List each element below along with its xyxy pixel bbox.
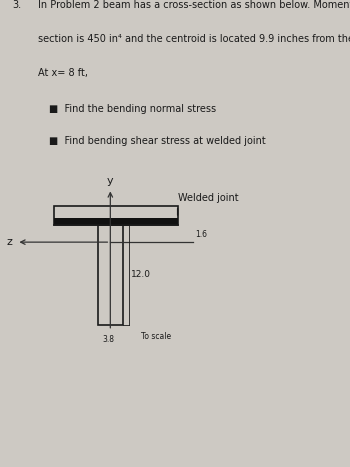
Text: y: y [107, 176, 114, 186]
Text: z: z [7, 237, 13, 247]
Text: 12.0: 12.0 [131, 270, 151, 279]
Bar [54, 205, 177, 225]
Text: At x= 8 ft,: At x= 8 ft, [38, 68, 89, 78]
Text: ■  Find bending shear stress at welded joint: ■ Find bending shear stress at welded jo… [49, 136, 266, 146]
Text: 1.6: 1.6 [196, 230, 208, 239]
Text: ■  Find the bending normal stress: ■ Find the bending normal stress [49, 105, 216, 114]
Bar [54, 218, 177, 226]
Text: To scale: To scale [141, 332, 171, 340]
Text: Welded joint: Welded joint [177, 193, 238, 215]
Bar [98, 225, 122, 325]
Text: section is 450 in⁴ and the centroid is located 9.9 inches from the bottom of the: section is 450 in⁴ and the centroid is l… [38, 34, 350, 44]
Text: 3.8: 3.8 [103, 335, 114, 345]
Text: 3.: 3. [12, 0, 21, 10]
Text: In Problem 2 beam has a cross-section as shown below. Moment of inertia of the c: In Problem 2 beam has a cross-section as… [38, 0, 350, 10]
